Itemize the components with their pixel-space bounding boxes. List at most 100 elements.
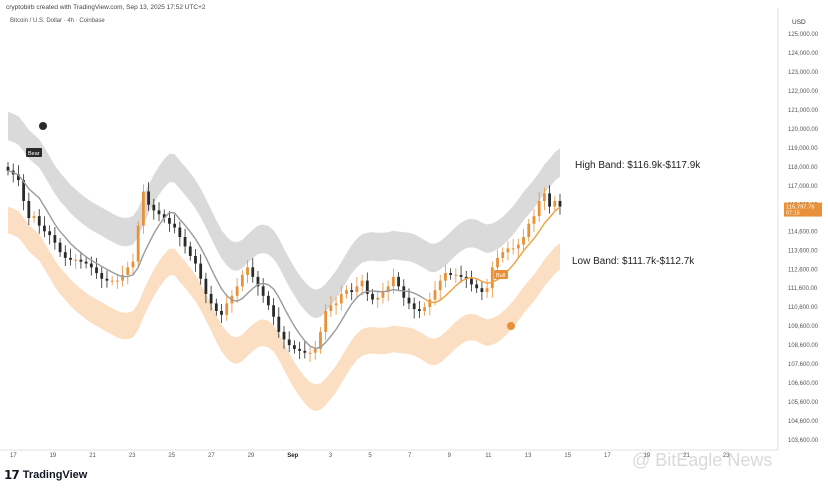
candle-body	[136, 225, 140, 262]
candle-body	[110, 280, 114, 282]
candle-body	[485, 288, 489, 293]
price-axis[interactable]: USD 125,000.00 124,000.00 123,000.00 122,00…	[777, 8, 822, 450]
candle-body	[308, 352, 312, 354]
price-tick-label: 120,000.00	[788, 127, 819, 133]
candle-body	[188, 246, 192, 256]
currency-label: USD	[792, 19, 806, 26]
time-tick-label: 27	[208, 453, 215, 459]
tradingview-logo-icon: 𝟭𝟳	[4, 468, 20, 482]
lower-band	[8, 206, 560, 411]
price-tick-label: 123,000.00	[788, 70, 819, 76]
time-tick-label: 19	[644, 453, 651, 459]
candle-body	[58, 242, 62, 253]
candle-body	[360, 280, 364, 287]
candle-body	[152, 204, 156, 211]
price-tick-label: 114,600.00	[788, 229, 818, 235]
candle-body	[402, 286, 406, 298]
candle-body	[381, 292, 385, 298]
candle-body	[444, 273, 447, 281]
price-tick-label: 108,600.00	[788, 343, 819, 349]
price-tick-label: 106,600.00	[788, 381, 819, 387]
last-price-label: 115,797.76	[786, 205, 815, 211]
candle-body	[527, 223, 531, 237]
candle-body	[74, 259, 78, 261]
price-tick-label: 103,600.00	[788, 438, 819, 444]
bull-signal-dot	[507, 322, 515, 330]
candle-body	[199, 263, 203, 279]
time-tick-label: 17	[604, 453, 611, 459]
candle-body	[334, 303, 338, 306]
candle-body	[355, 286, 359, 293]
candle-body	[48, 231, 52, 236]
chart-credit: cryptobirb created with TradingView.com,…	[6, 4, 206, 11]
candle-body	[417, 309, 421, 311]
candle-body	[516, 244, 520, 249]
candle-body	[79, 259, 83, 262]
price-tick-label: 110,600.00	[788, 305, 818, 311]
candle-body	[27, 200, 31, 219]
brand-name: TradingView	[22, 469, 88, 481]
time-tick-label: 5	[368, 453, 372, 459]
candle-body	[345, 290, 348, 294]
time-tick-label: 11	[485, 453, 492, 459]
candle-body	[537, 200, 541, 217]
price-tick-label: 109,600.00	[788, 324, 819, 330]
candle-body	[282, 331, 286, 340]
candle-body	[69, 257, 72, 260]
candle-body	[490, 267, 494, 289]
candle-body	[522, 237, 525, 245]
time-tick-label: 13	[525, 453, 532, 459]
time-tick-label: 3	[329, 453, 333, 459]
candle-body	[95, 267, 98, 274]
candle-body	[407, 297, 411, 304]
price-tick-label: 118,000.00	[788, 165, 818, 171]
time-tick-label: 15	[564, 453, 571, 459]
candle-body	[386, 286, 390, 293]
time-axis[interactable]: 17 19 21 23 25 27 29 Sep 3 5 7 9 11 13 15 17 19 21 23	[0, 449, 778, 459]
candle-body	[22, 180, 26, 201]
candle-body	[214, 303, 218, 311]
candle-body	[204, 278, 208, 294]
candle-body	[548, 193, 551, 207]
candle-body	[240, 274, 244, 287]
time-tick-label: 21	[683, 453, 690, 459]
candle-body	[220, 310, 223, 315]
candle-body	[464, 276, 468, 279]
candle-body	[32, 216, 36, 219]
candle-body	[459, 274, 463, 277]
bull-tag-label: Bull	[496, 273, 505, 279]
candle-body	[371, 293, 374, 300]
candle-body	[43, 225, 46, 232]
price-tick-label: 104,600.00	[788, 419, 819, 425]
time-tick-label: 7	[408, 453, 412, 459]
bear-signal-dot	[39, 122, 47, 130]
moving-average-layer	[7, 169, 561, 350]
candle-body	[339, 293, 343, 304]
price-tick-label: 113,600.00	[788, 248, 818, 254]
candle-body	[428, 299, 432, 308]
time-tick-label: 29	[248, 453, 255, 459]
candle-body	[235, 286, 239, 296]
candle-body	[126, 267, 130, 275]
candle-body	[324, 310, 328, 332]
candle-body	[506, 248, 510, 253]
candle-body	[178, 227, 182, 237]
candle-body	[53, 235, 57, 243]
symbol-label: Bitcoin / U.S. Dollar · 4h · Coinbase	[10, 18, 105, 24]
price-tick-label: 124,000.00	[788, 51, 819, 57]
tradingview-brand[interactable]: 𝟭𝟳 TradingView	[4, 468, 87, 482]
price-tick-label: 119,000.00	[788, 146, 818, 152]
candle-body	[147, 191, 151, 205]
candle-body	[553, 200, 557, 207]
candle-body	[391, 276, 395, 287]
high-band-label: High Band: $116.9k-$117.9k	[575, 160, 701, 171]
bear-tag: Bear	[26, 148, 42, 157]
candle-body	[251, 267, 255, 277]
candle-body	[365, 280, 369, 294]
candle-body	[423, 307, 427, 311]
candle-body	[6, 166, 10, 171]
candle-body	[157, 210, 161, 215]
candle-body	[475, 284, 479, 289]
